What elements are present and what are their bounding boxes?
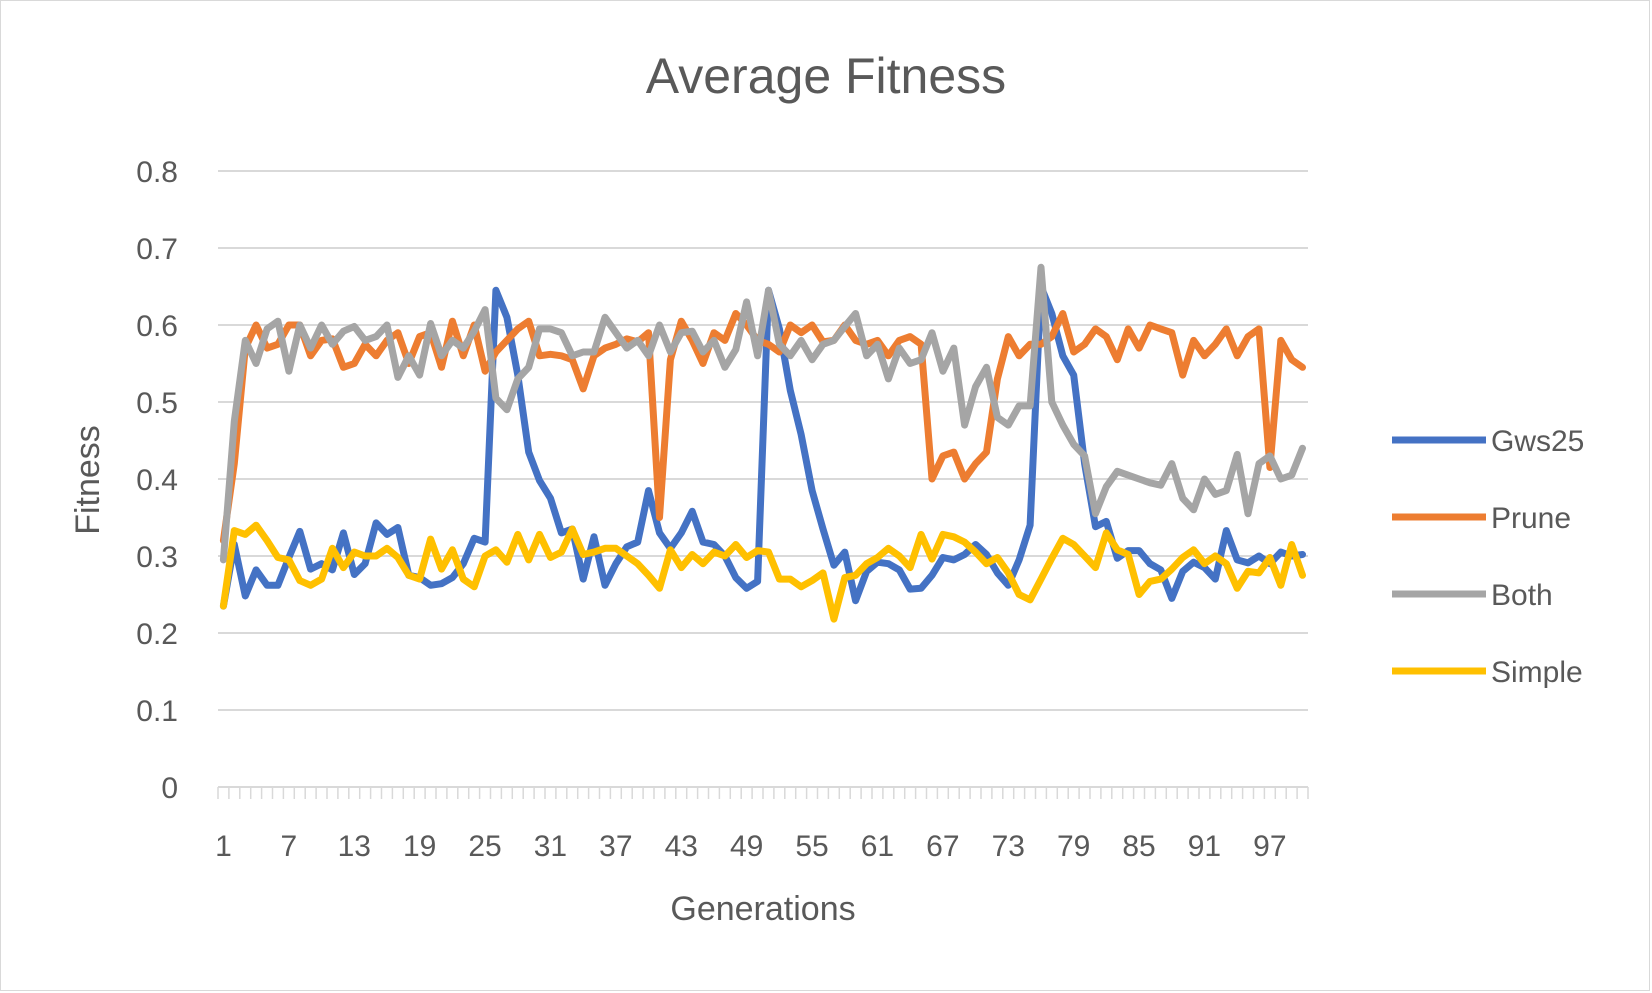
series-lines xyxy=(219,263,1306,623)
x-tick-label: 79 xyxy=(1057,830,1090,863)
legend-label-gws25: Gws25 xyxy=(1491,425,1584,458)
y-tick-label: 0 xyxy=(161,772,178,805)
x-tick-label: 97 xyxy=(1253,830,1286,863)
y-tick-label: 0.7 xyxy=(136,233,178,266)
x-tick-label: 73 xyxy=(992,830,1025,863)
x-tick-label: 31 xyxy=(534,830,567,863)
x-tick-label: 25 xyxy=(468,830,501,863)
x-tick-label: 37 xyxy=(599,830,632,863)
x-tick-label: 1 xyxy=(215,830,232,863)
x-tick-label: 67 xyxy=(926,830,959,863)
y-tick-label: 0.3 xyxy=(136,541,178,574)
y-tick-label: 0.4 xyxy=(136,464,178,497)
y-axis-ticks: 0 0.1 0.2 0.3 0.4 0.5 0.6 0.7 0.8 xyxy=(136,156,178,805)
x-tick-label: 55 xyxy=(795,830,828,863)
x-tick-label: 85 xyxy=(1122,830,1155,863)
y-tick-label: 0.2 xyxy=(136,618,178,651)
x-tick-label: 91 xyxy=(1188,830,1221,863)
legend-label-prune: Prune xyxy=(1491,502,1571,535)
y-axis-label: Fitness xyxy=(69,425,107,535)
legend-label-simple: Simple xyxy=(1491,656,1583,689)
series-line-both xyxy=(219,263,1306,564)
chart-title: Average Fitness xyxy=(646,48,1006,104)
series-line-simple xyxy=(219,521,1306,623)
y-tick-label: 0.1 xyxy=(136,695,178,728)
x-tick-label: 19 xyxy=(403,830,436,863)
y-tick-label: 0.8 xyxy=(136,156,178,189)
y-tick-label: 0.6 xyxy=(136,310,178,343)
x-tick-label: 7 xyxy=(281,830,298,863)
x-tick-label: 61 xyxy=(861,830,894,863)
x-axis-label: Generations xyxy=(670,890,855,928)
x-axis: 1 7 13 19 25 31 37 43 49 55 61 67 73 79 85 91 97 xyxy=(215,786,1309,863)
x-tick-label: 49 xyxy=(730,830,763,863)
y-tick-label: 0.5 xyxy=(136,387,178,420)
x-tick-label: 43 xyxy=(665,830,698,863)
x-tick-label: 13 xyxy=(338,830,371,863)
legend-label-both: Both xyxy=(1491,579,1553,612)
legend: Gws25 Prune Both Simple xyxy=(1392,425,1584,689)
